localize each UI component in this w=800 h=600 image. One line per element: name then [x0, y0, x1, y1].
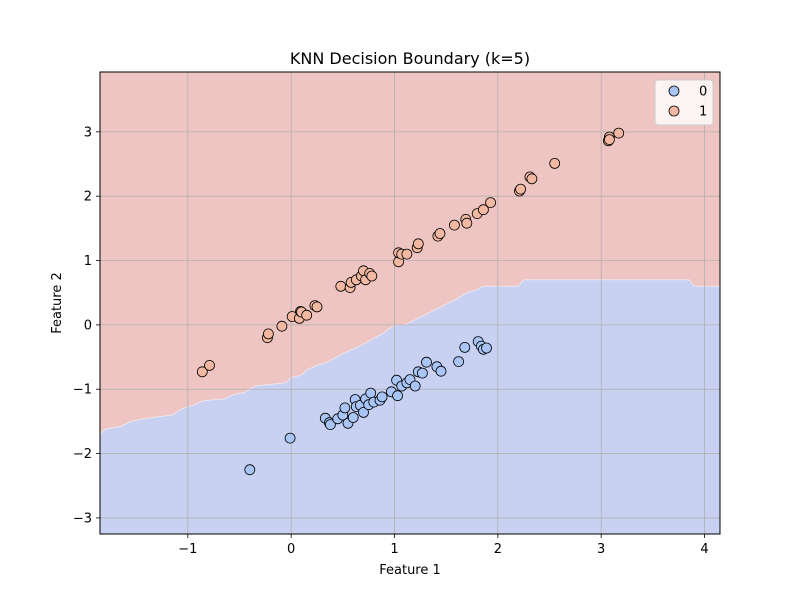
data-point-class-0	[358, 406, 369, 418]
data-point-class-0	[347, 412, 359, 423]
data-point-class-1	[262, 328, 274, 340]
data-point-class-1	[311, 301, 323, 313]
y-tick-label: 3	[84, 125, 92, 140]
x-axis-title: Feature 1	[379, 563, 441, 578]
decision-regions	[100, 72, 720, 534]
data-point-class-0	[409, 380, 421, 392]
data-point-class-1	[434, 228, 446, 239]
data-point-class-1	[196, 366, 208, 378]
plot-frame	[99, 71, 721, 535]
data-point-class-1	[335, 280, 347, 292]
legend-label-0: 0	[699, 85, 707, 100]
gridlines	[100, 72, 720, 534]
y-axis-title: Feature 2	[50, 272, 65, 334]
data-point-class-0	[284, 432, 296, 444]
x-tick-label: 4	[700, 542, 708, 557]
x-tick-label: 2	[494, 542, 502, 557]
data-point-class-0	[365, 387, 377, 399]
y-tick-label: 2	[84, 190, 92, 205]
data-point-class-0	[421, 356, 432, 368]
data-point-class-1	[461, 217, 473, 229]
data-point-class-1	[448, 219, 460, 231]
data-points	[196, 127, 625, 476]
data-point-class-1	[412, 238, 424, 250]
data-point-class-0	[392, 390, 404, 402]
y-tick-label: −2	[73, 447, 92, 462]
data-point-class-1	[276, 320, 288, 332]
data-point-class-0	[481, 342, 492, 354]
data-point-class-0	[376, 391, 388, 403]
data-point-class-1	[477, 204, 489, 216]
data-point-class-0	[324, 419, 336, 431]
x-tick-label: 0	[287, 542, 295, 557]
data-point-class-0	[435, 365, 447, 377]
data-point-class-0	[453, 356, 465, 368]
data-point-class-1	[204, 359, 215, 371]
data-point-class-1	[604, 134, 615, 146]
legend: 0 1	[654, 79, 714, 126]
data-point-class-1	[485, 197, 497, 209]
data-point-class-1	[366, 270, 378, 282]
chart-title: KNN Decision Boundary (k=5)	[290, 49, 530, 68]
y-tick-label: 0	[84, 318, 92, 333]
x-tick-label: 1	[390, 542, 398, 557]
data-point-class-1	[515, 183, 526, 195]
data-point-class-1	[526, 173, 538, 185]
decision-boundary-line	[100, 279, 720, 435]
data-point-class-1	[401, 248, 413, 260]
x-tick-label: 3	[597, 542, 605, 557]
legend-marker-1	[668, 105, 680, 117]
axis-ticks: −1 0 1 2 3 4 −3 −2 −1 0 1 2 3	[73, 125, 709, 557]
y-tick-label: −1	[73, 383, 92, 398]
data-point-class-1	[613, 127, 625, 139]
data-point-class-0	[459, 341, 471, 353]
data-point-class-0	[416, 367, 428, 379]
legend-label-1: 1	[699, 105, 707, 120]
data-point-class-0	[244, 464, 256, 476]
data-point-class-1	[549, 157, 561, 169]
y-tick-label: 1	[84, 254, 92, 269]
legend-marker-0	[668, 85, 680, 97]
data-point-class-0	[339, 402, 351, 414]
data-point-class-1	[301, 309, 313, 321]
y-tick-label: −3	[73, 511, 92, 526]
x-tick-label: −1	[178, 542, 197, 557]
